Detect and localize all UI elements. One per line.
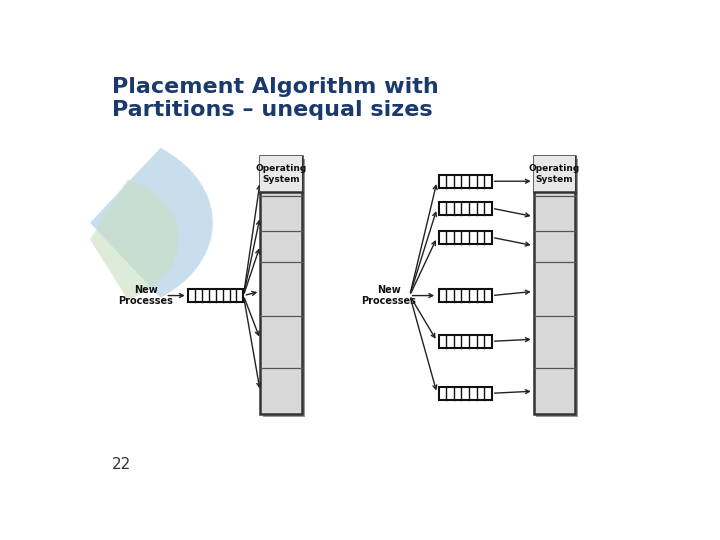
Bar <box>438 201 492 215</box>
Wedge shape <box>90 148 213 298</box>
Bar <box>536 159 578 416</box>
Bar <box>438 231 492 244</box>
Bar <box>438 387 492 400</box>
Bar <box>438 289 492 302</box>
Bar <box>438 335 492 348</box>
Text: New
Processes: New Processes <box>118 285 174 306</box>
Bar <box>260 156 302 414</box>
Bar <box>534 156 575 414</box>
Text: Operating
System: Operating System <box>256 164 307 184</box>
Bar <box>263 159 305 416</box>
Text: 22: 22 <box>112 457 132 472</box>
Bar <box>438 174 492 188</box>
Text: Placement Algorithm with
Partitions – unequal sizes: Placement Algorithm with Partitions – un… <box>112 77 439 120</box>
Text: New
Processes: New Processes <box>361 285 416 306</box>
Bar <box>534 156 575 192</box>
Bar <box>188 289 243 302</box>
Text: Operating
System: Operating System <box>529 164 580 184</box>
Wedge shape <box>90 179 179 300</box>
Bar <box>260 156 302 192</box>
